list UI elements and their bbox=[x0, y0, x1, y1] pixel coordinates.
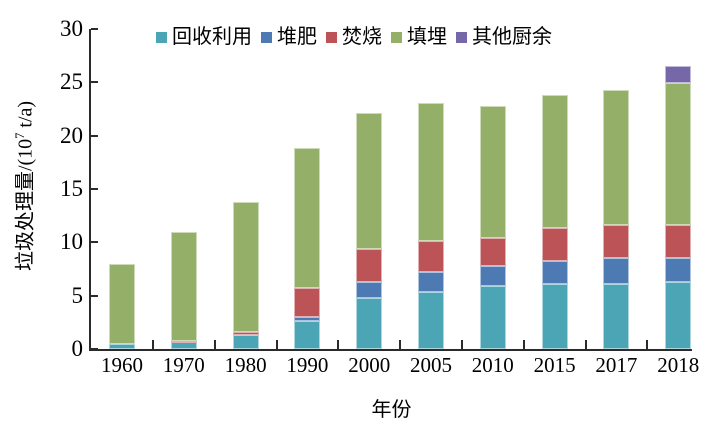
legend-label: 填埋 bbox=[407, 26, 447, 48]
x-axis-tick-label: 1990 bbox=[286, 353, 329, 377]
x-axis-spine bbox=[89, 349, 692, 351]
bar-segment-2017 bbox=[603, 284, 630, 349]
bar-segment-2005 bbox=[418, 241, 444, 272]
y-axis-tick bbox=[91, 188, 98, 190]
legend-label: 回收利用 bbox=[172, 26, 252, 48]
legend-swatch-icon bbox=[456, 31, 467, 43]
bar-segment-2018 bbox=[665, 282, 692, 349]
x-axis-tick-label: 1980 bbox=[224, 353, 267, 377]
legend-item-4: 其他厨余 bbox=[456, 26, 552, 48]
legend-item-2: 焚烧 bbox=[326, 26, 382, 48]
bar-segment-2018 bbox=[665, 258, 692, 283]
x-axis-tick-label: 2005 bbox=[410, 353, 452, 377]
y-axis-tick bbox=[91, 241, 98, 244]
bar-segment-1990 bbox=[294, 288, 321, 317]
x-axis-tick bbox=[399, 340, 402, 349]
legend-item-0: 回收利用 bbox=[156, 26, 252, 48]
y-axis-tick-label: 15 bbox=[60, 176, 83, 201]
x-axis-title: 年份 bbox=[371, 399, 412, 421]
bar-segment-2005 bbox=[418, 271, 444, 292]
x-axis-tick-label: 1970 bbox=[162, 353, 205, 377]
y-axis-spine bbox=[89, 29, 91, 351]
bar-segment-2018 bbox=[665, 224, 692, 258]
y-axis-tick bbox=[91, 134, 98, 137]
x-axis-tick bbox=[151, 340, 154, 349]
y-axis-tick bbox=[91, 348, 98, 350]
bar-segment-1980 bbox=[232, 332, 259, 335]
legend-item-1: 堆肥 bbox=[261, 26, 317, 48]
bar-segment-1990 bbox=[294, 147, 321, 289]
bar-segment-2005 bbox=[418, 103, 444, 242]
bar-segment-2000 bbox=[356, 297, 383, 349]
bar-segment-2010 bbox=[479, 285, 506, 349]
bar-segment-1980 bbox=[232, 202, 259, 333]
x-axis-tick bbox=[337, 340, 340, 349]
bar-segment-2000 bbox=[356, 281, 383, 298]
bar-segment-1970 bbox=[170, 231, 197, 341]
legend-swatch-icon bbox=[261, 31, 272, 43]
x-axis-tick bbox=[213, 340, 216, 349]
bar-segment-2017 bbox=[603, 89, 630, 225]
legend-swatch-icon bbox=[156, 31, 167, 43]
x-axis-tick bbox=[584, 340, 587, 349]
legend-label: 焚烧 bbox=[342, 26, 382, 48]
bar-segment-2018 bbox=[665, 83, 692, 225]
bar-segment-2000 bbox=[356, 113, 383, 250]
y-axis-tick bbox=[91, 28, 98, 30]
x-axis-tick bbox=[460, 340, 463, 349]
x-axis-tick bbox=[275, 340, 278, 349]
bar-segment-2005 bbox=[418, 291, 444, 349]
bar-segment-2015 bbox=[541, 95, 568, 229]
legend-swatch-icon bbox=[391, 31, 402, 43]
bar-segment-1970 bbox=[170, 340, 197, 343]
y-axis-tick-label: 25 bbox=[60, 69, 83, 95]
chart-legend: 回收利用 堆肥 焚烧 填埋 其他厨余 bbox=[156, 26, 552, 48]
bar-segment-2017 bbox=[603, 224, 630, 258]
bar-segment-2010 bbox=[479, 266, 506, 286]
bar-segment-1980 bbox=[232, 334, 259, 349]
bar-segment-1990 bbox=[294, 320, 321, 349]
x-axis-tick-label: 1960 bbox=[101, 353, 143, 377]
x-axis-tick-label: 2015 bbox=[533, 353, 576, 377]
bar-segment-2015 bbox=[541, 228, 568, 261]
bar-segment-2015 bbox=[541, 283, 568, 349]
legend-item-3: 填埋 bbox=[391, 26, 447, 48]
bar-segment-1990 bbox=[294, 316, 321, 321]
y-axis-tick bbox=[91, 81, 98, 84]
bar-segment-2000 bbox=[356, 249, 383, 282]
y-axis-tick-label: 30 bbox=[60, 16, 83, 41]
y-axis-tick-label: 10 bbox=[60, 229, 83, 255]
x-axis-tick bbox=[646, 340, 649, 349]
y-axis-title-superscript: 7 bbox=[12, 132, 27, 139]
bar-segment-1960 bbox=[109, 263, 135, 344]
bar-segment-2010 bbox=[479, 237, 506, 267]
x-axis-tick bbox=[522, 340, 525, 349]
x-axis-tick-label: 2018 bbox=[657, 353, 700, 377]
bar-segment-1960 bbox=[109, 343, 135, 349]
bar-segment-2015 bbox=[541, 261, 568, 284]
x-axis-tick-label: 2000 bbox=[348, 353, 391, 377]
y-axis-tick-label: 5 bbox=[71, 282, 84, 308]
y-axis-tick-label: 0 bbox=[71, 336, 84, 361]
bar-segment-2017 bbox=[603, 258, 630, 285]
legend-label: 其他厨余 bbox=[472, 26, 552, 48]
legend-label: 堆肥 bbox=[277, 26, 317, 48]
bar-segment-2018 bbox=[665, 65, 692, 84]
x-axis-tick-label: 2017 bbox=[595, 353, 638, 377]
bar-segment-2010 bbox=[479, 106, 506, 238]
x-axis-tick-label: 2010 bbox=[471, 353, 514, 377]
y-axis-tick bbox=[91, 294, 98, 297]
y-axis-tick-label: 20 bbox=[60, 122, 83, 148]
legend-swatch-icon bbox=[326, 31, 337, 43]
